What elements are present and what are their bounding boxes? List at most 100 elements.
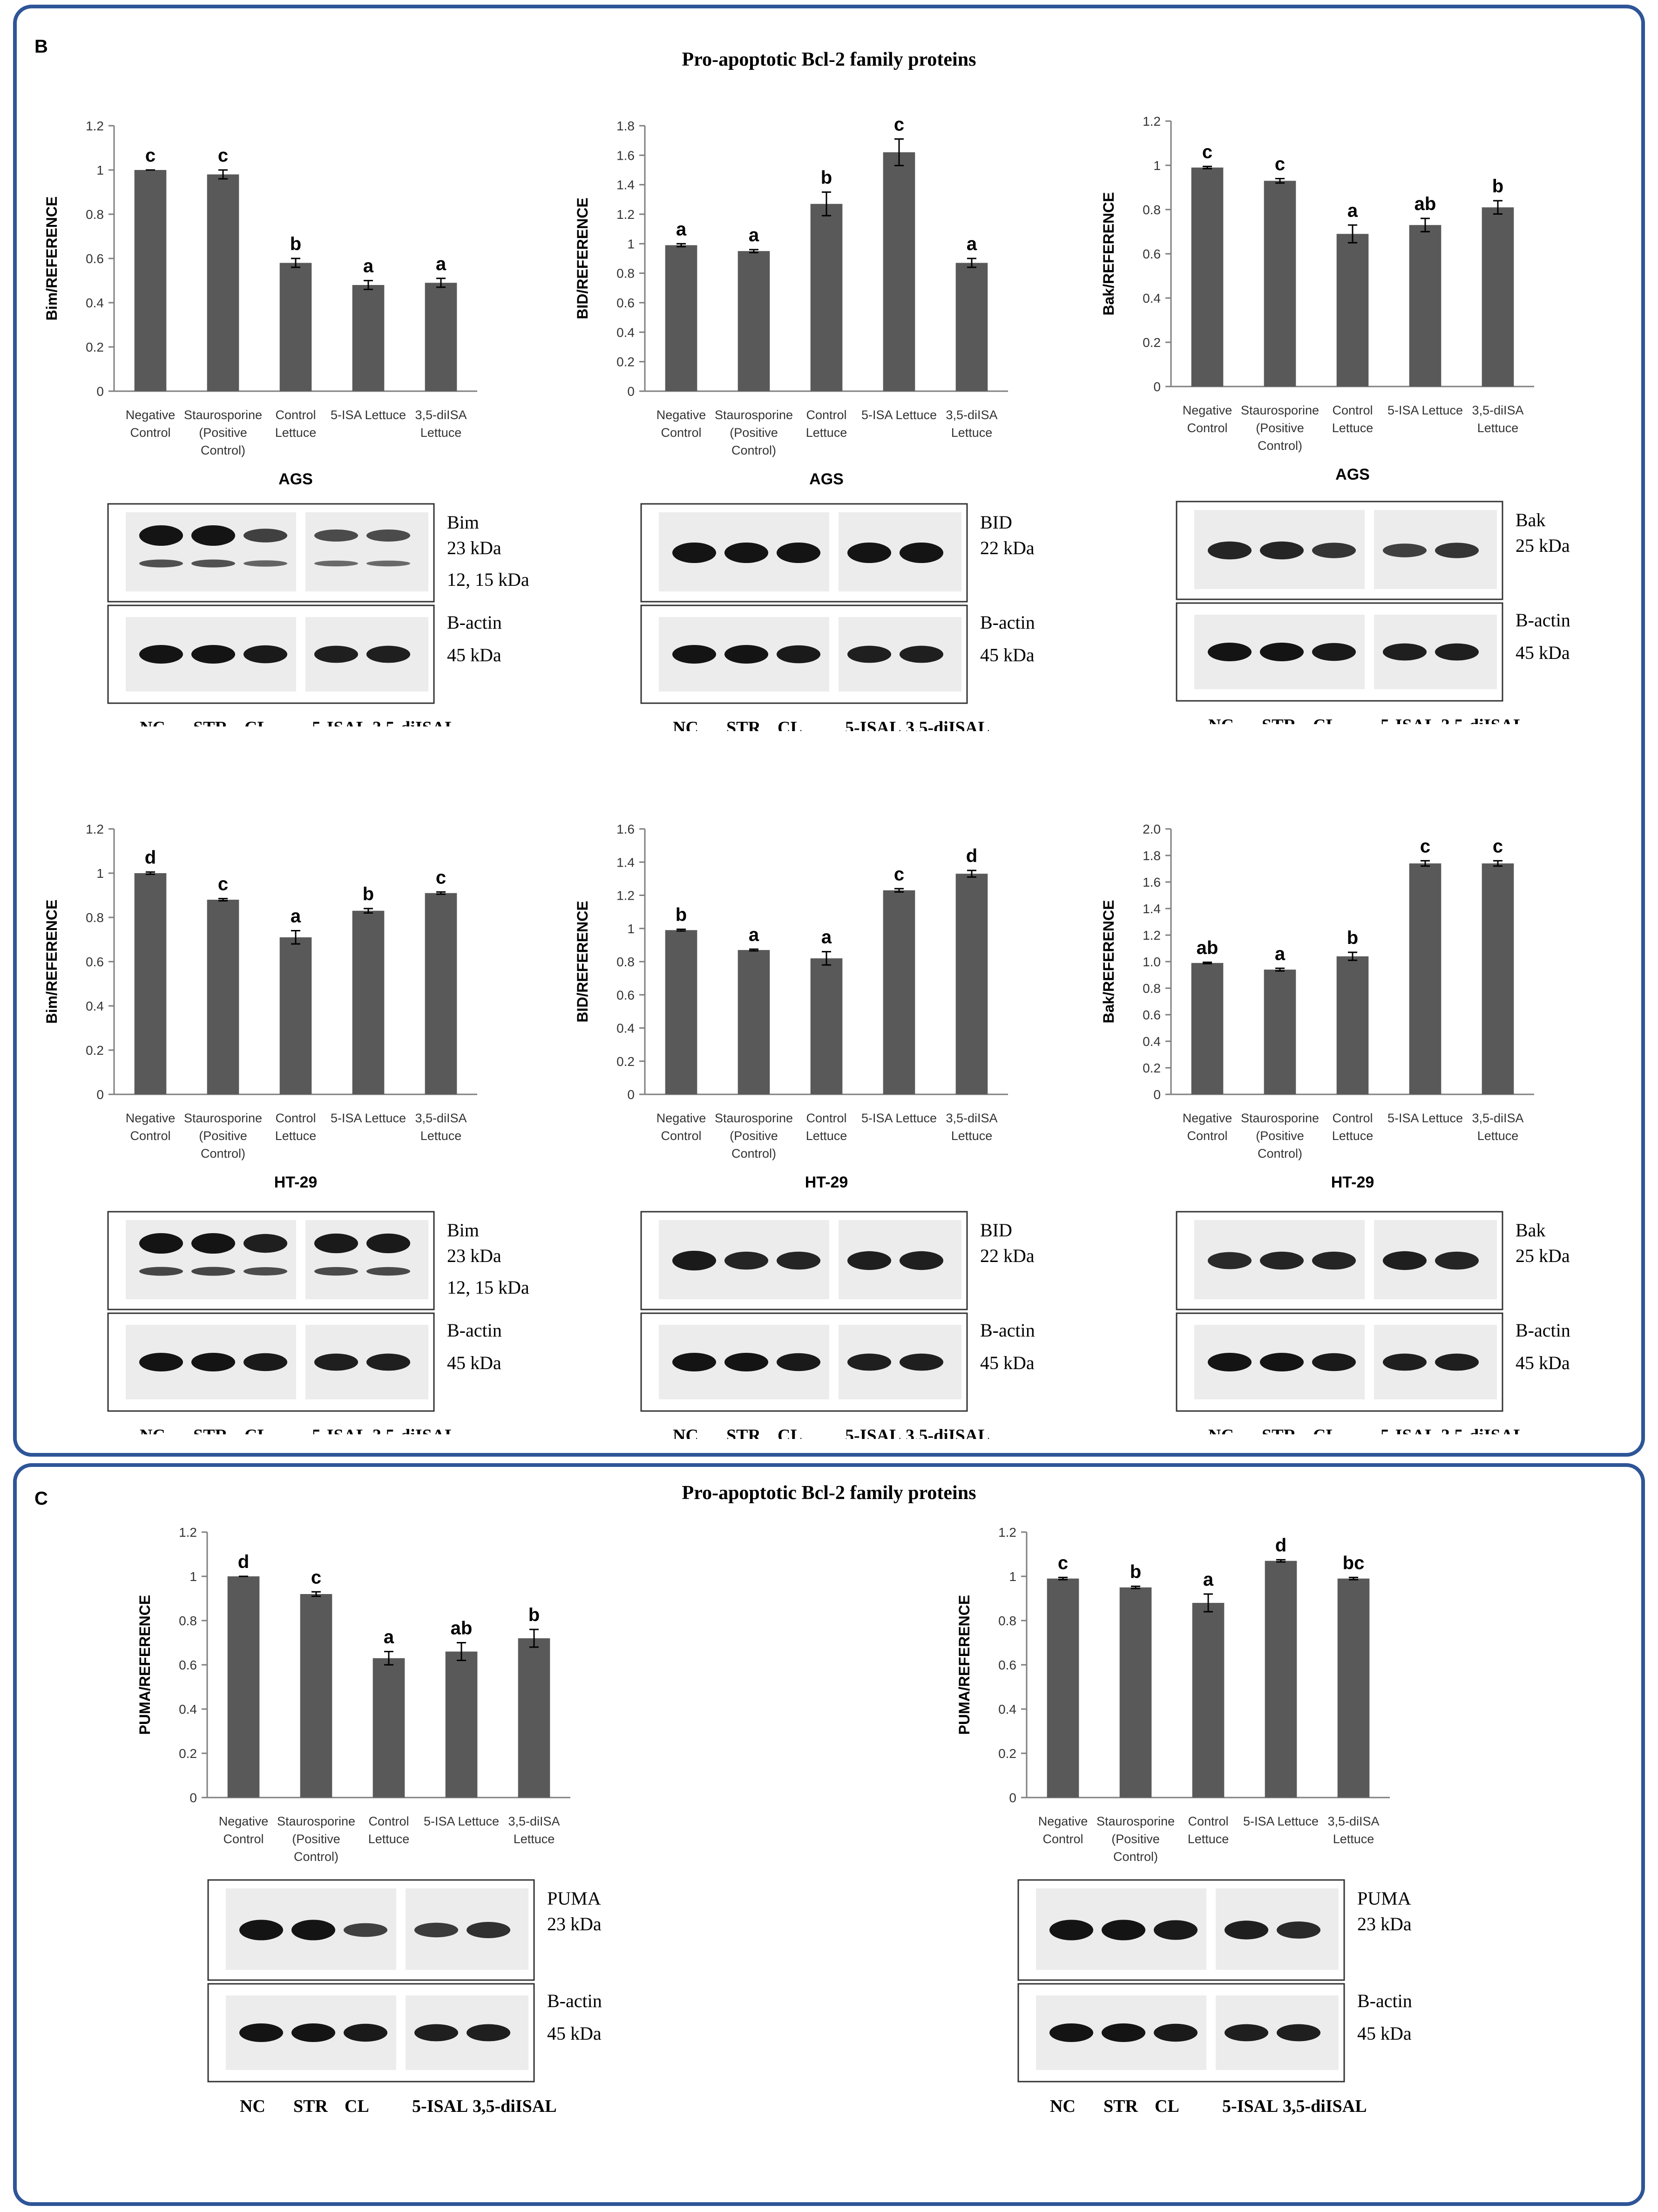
bar: [1119, 1587, 1152, 1798]
bar: [1047, 1578, 1079, 1798]
x-category-label: Lettuce: [806, 1129, 847, 1143]
x-category-label: Control: [1332, 403, 1373, 417]
y-tick-label: 1: [96, 866, 104, 881]
significance-letter: c: [894, 115, 904, 135]
y-axis-label: Bak/REFERENCE: [1100, 900, 1117, 1024]
y-tick-label: 0.6: [1143, 247, 1161, 261]
bim-ags-chart: Bim/REFERENCE 0 0.2 0.4 0.6 0.8 1 1.2 c Negative C…: [43, 119, 477, 488]
significance-letter: a: [291, 906, 301, 927]
y-tick-label: 0.4: [86, 999, 104, 1013]
puma-ags-chart: PUMA/REFERENCE 0 0.2 0.4 0.6 0.8 1 1.2 d Negative…: [136, 1525, 570, 1894]
blot-band: [724, 543, 769, 563]
y-tick-label: 1.2: [616, 207, 635, 222]
bar: [955, 874, 988, 1094]
protein-label: PUMA: [1357, 1888, 1411, 1909]
y-tick-label: 1.2: [179, 1525, 197, 1540]
x-category-label: (Positive: [730, 1129, 778, 1143]
bar: [518, 1638, 550, 1798]
y-tick-label: 1.6: [616, 822, 635, 836]
blot-band: [672, 645, 717, 664]
significance-letter: b: [290, 234, 301, 254]
lane-label: CL: [778, 1426, 802, 1439]
y-axis-label: PUMA/REFERENCE: [956, 1595, 973, 1735]
bim-ags-blot: Bim 23 kDa 12, 15 kDa B-actin 45 kDa NC STR CL 5…: [107, 503, 529, 726]
y-tick-label: 0.8: [86, 207, 104, 222]
x-category-label: Control): [201, 1147, 245, 1160]
blot-band: [1435, 1251, 1479, 1270]
blot-band: [1259, 1353, 1304, 1371]
lane-label: 3,5-diISAL: [1441, 716, 1525, 724]
blot-band: [291, 2023, 336, 2042]
actin-size-label: 45 kDa: [447, 1352, 501, 1373]
lane-label: 3,5-diISAL: [906, 1426, 990, 1439]
blot-band: [1207, 541, 1252, 560]
bar: [352, 285, 385, 391]
y-tick-label: 1.2: [1143, 114, 1161, 129]
lane-label: 5-ISAL: [845, 1426, 901, 1439]
y-tick-label: 0.6: [86, 955, 104, 969]
x-category-label: Control: [1187, 1129, 1227, 1143]
blot-band: [724, 645, 769, 664]
y-tick-label: 1.2: [86, 822, 104, 836]
blot-band: [1276, 1921, 1321, 1939]
significance-letter: ab: [1414, 194, 1436, 214]
x-category-label: Negative: [656, 408, 706, 422]
lane-label: 5-ISAL: [312, 1426, 368, 1434]
y-tick-label: 0.4: [1143, 1034, 1161, 1049]
blot-band: [243, 1234, 288, 1253]
x-category-label: 3,5-diISA: [946, 1111, 997, 1125]
blot-band: [1435, 543, 1479, 558]
puma-ht29-blot: PUMA 23 kDa B-actin 45 kDa NC STR CL 5-ISAL 3,5-…: [1017, 1879, 1412, 2116]
x-category-label: Control: [1187, 421, 1227, 435]
y-tick-label: 1.2: [1143, 928, 1161, 943]
bim-ht29-chart: Bim/REFERENCE 0 0.2 0.4 0.6 0.8 1 1.2 d Negative C…: [43, 822, 477, 1191]
y-axis-label: PUMA/REFERENCE: [136, 1595, 153, 1735]
x-category-label: 5-ISA Lettuce: [331, 1111, 406, 1125]
lane-label: STR: [1262, 1426, 1296, 1434]
blot-band: [1259, 643, 1304, 661]
x-category-label: Lettuce: [1188, 1832, 1229, 1846]
significance-letter: c: [1420, 836, 1430, 856]
y-tick-label: 0.6: [616, 296, 635, 310]
blot-band: [239, 2023, 284, 2042]
protein-label: Bim: [447, 1220, 479, 1241]
x-category-label: Control: [661, 426, 701, 440]
lane-label: STR: [726, 1426, 761, 1439]
blot-band: [243, 1353, 288, 1371]
lane-label: CL: [778, 718, 802, 731]
x-category-label: 5-ISA Lettuce: [1387, 403, 1463, 417]
y-axis-label: BID/REFERENCE: [574, 197, 591, 319]
x-category-label: 5-ISA Lettuce: [861, 1111, 937, 1125]
x-category-label: 3,5-diISA: [415, 1111, 467, 1125]
bar: [134, 170, 167, 391]
blot-band: [191, 1233, 236, 1254]
y-tick-label: 2.0: [1143, 822, 1161, 836]
significance-letter: a: [363, 256, 374, 277]
bar: [134, 873, 167, 1094]
x-category-label: Control: [806, 1111, 846, 1125]
y-tick-label: 0: [627, 1087, 635, 1102]
blot-band: [1224, 2024, 1269, 2042]
significance-letter: c: [1058, 1553, 1068, 1573]
actin-size-label: 45 kDa: [1516, 1352, 1570, 1373]
significance-letter: a: [384, 1627, 394, 1648]
y-tick-label: 0.2: [86, 1043, 104, 1058]
blot-band: [1049, 2023, 1094, 2042]
lane-label: 5-ISAL: [1381, 1426, 1436, 1434]
blot-band: [1049, 1920, 1094, 1941]
significance-letter: c: [218, 145, 228, 166]
lane-label: NC: [1208, 1426, 1234, 1434]
bar: [1409, 863, 1441, 1094]
blot-band: [414, 2024, 459, 2042]
y-tick-label: 1: [627, 922, 635, 936]
x-category-label: Negative: [1183, 1111, 1232, 1125]
blot-band: [191, 1353, 236, 1371]
y-tick-label: 1.8: [616, 119, 635, 133]
blot-band: [1101, 2023, 1146, 2042]
x-category-label: Control: [368, 1814, 409, 1828]
x-category-label: Staurosporine: [1096, 1814, 1175, 1828]
significance-letter: d: [1275, 1535, 1286, 1555]
bar: [738, 251, 770, 391]
lane-label: CL: [1313, 1426, 1338, 1434]
x-category-label: Control): [201, 443, 245, 457]
